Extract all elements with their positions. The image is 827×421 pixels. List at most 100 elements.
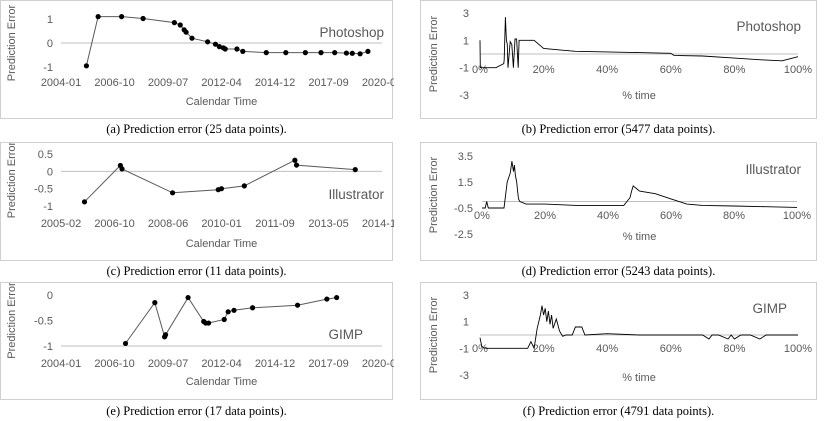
x-tick-label: 80% xyxy=(723,343,745,355)
data-point xyxy=(357,51,363,57)
data-point xyxy=(334,294,340,301)
chart-svg-f: 3 1 -1 -3 0% 20% 40% 60% 80% 100% % time Prediction… xyxy=(428,290,812,384)
data-point xyxy=(302,50,308,56)
x-tick-label: 100% xyxy=(784,343,812,355)
y-axis-label: Prediction Error xyxy=(6,283,18,359)
x-tick-label: 40% xyxy=(597,210,619,222)
data-point xyxy=(216,44,222,50)
data-point xyxy=(332,50,338,56)
y-tick-label: -3 xyxy=(459,90,469,102)
x-tick-label: 2017-09 xyxy=(308,358,348,370)
chart-panel-b: 3 1 -1 -3 0% 20% 40% 60% 80% 100% % time Prediction… xyxy=(420,0,817,119)
data-point xyxy=(177,22,183,28)
chart-svg-a: 1 0 -1 2004-01 2006-10 2009-07 2012-04 2014-12 2… xyxy=(6,4,394,108)
data-point xyxy=(183,29,189,35)
series-line xyxy=(482,161,798,209)
data-point xyxy=(249,305,256,311)
data-point xyxy=(240,48,246,55)
x-tick-label: 40% xyxy=(596,64,618,76)
x-tick-label: 2008-06 xyxy=(148,218,188,230)
x-tick-label: 2011-09 xyxy=(255,218,295,230)
y-tick-label: 3 xyxy=(463,8,469,20)
software-name-label: Illustrator xyxy=(745,162,801,177)
data-point xyxy=(81,199,88,205)
x-tick-label: 2013-05 xyxy=(308,218,348,230)
data-point xyxy=(205,320,212,326)
y-axis-label: Prediction Error xyxy=(428,296,440,373)
software-name-label: GIMP xyxy=(752,301,787,316)
data-point xyxy=(189,35,195,41)
data-point xyxy=(292,157,298,163)
x-tick-label: 2017-09 xyxy=(308,77,348,89)
x-tick-label: 80% xyxy=(723,210,745,222)
y-tick-label: -1 xyxy=(43,201,53,213)
y-tick-label: 1.5 xyxy=(458,177,473,189)
x-tick-label: 20% xyxy=(534,210,556,222)
y-tick-label: -3 xyxy=(459,370,469,382)
data-point xyxy=(119,14,125,20)
data-point xyxy=(318,50,324,56)
data-point xyxy=(205,39,211,45)
x-tick-label: 60% xyxy=(660,64,682,76)
y-tick-label: -1 xyxy=(43,341,53,353)
chart-panel-d: 3.5 1.5 -0.5 -2.5 0% 20% 40% 60% 80% 100% % time Pr… xyxy=(420,142,817,261)
data-point xyxy=(152,300,158,306)
y-axis-label: Prediction Error xyxy=(428,156,440,233)
x-tick-label: 100% xyxy=(783,210,811,222)
y-tick-label: 1 xyxy=(47,14,53,26)
series-line xyxy=(479,17,799,69)
x-tick-label: 60% xyxy=(660,343,682,355)
data-point xyxy=(225,309,231,315)
chart-svg-c: 0.5 0 -0.5 -1 2005-02 2006-10 2008-06 2010-01 20… xyxy=(6,143,394,250)
y-tick-label: 1 xyxy=(463,35,469,47)
series-line xyxy=(85,16,369,66)
data-point xyxy=(140,15,146,22)
chart-panel-e: 0 -0.5 -1 2004-01 2006-10 2009-07 2012-04 2014-… xyxy=(0,282,394,400)
chart-panel-f: 3 1 -1 -3 0% 20% 40% 60% 80% 100% % time Prediction… xyxy=(420,282,817,400)
x-axis-label: % time xyxy=(622,372,656,384)
data-point xyxy=(221,316,227,323)
data-point xyxy=(283,50,289,56)
x-tick-label: 0% xyxy=(472,64,488,76)
x-tick-label: 2012-04 xyxy=(201,358,241,370)
x-tick-label: 2014-12 xyxy=(255,358,295,370)
data-point xyxy=(349,50,355,56)
x-tick-label: 2020-06 xyxy=(362,77,394,89)
y-axis-label: Prediction Error xyxy=(428,15,440,92)
data-point xyxy=(119,166,125,172)
x-tick-label: 2012-04 xyxy=(201,77,241,89)
caption-d: (d) Prediction error (5243 data points). xyxy=(521,264,716,278)
y-tick-label: 0 xyxy=(47,38,53,50)
y-tick-label: 3 xyxy=(463,290,469,302)
x-tick-label: 0% xyxy=(472,343,488,355)
x-tick-label: 2004-01 xyxy=(41,77,81,89)
y-tick-label: -0.5 xyxy=(454,203,473,215)
x-tick-label: 2006-10 xyxy=(94,218,134,230)
x-axis-label: Calendar Time xyxy=(186,376,258,388)
data-point xyxy=(231,307,237,313)
data-point xyxy=(169,190,176,196)
y-tick-label: -0.5 xyxy=(34,184,53,196)
x-tick-label: 2014-12 xyxy=(255,77,295,89)
x-axis-label: % time xyxy=(622,90,656,102)
data-point xyxy=(162,332,169,338)
x-tick-label: 2010-01 xyxy=(201,218,241,230)
caption-b: (b) Prediction error (5477 data points). xyxy=(521,122,716,136)
caption-f: (f) Prediction error (4791 data points). xyxy=(522,404,715,418)
y-axis-label: Prediction Error xyxy=(6,143,18,218)
data-point xyxy=(95,14,101,20)
chart-panel-a: 1 0 -1 2004-01 2006-10 2009-07 2012-04 2014-12 2… xyxy=(0,0,394,119)
data-point xyxy=(263,50,269,56)
y-tick-label: 0 xyxy=(47,290,53,302)
software-name-label: GIMP xyxy=(328,327,363,342)
data-point xyxy=(171,20,177,26)
data-point xyxy=(365,48,371,55)
data-point xyxy=(218,186,225,192)
y-tick-label: 0.5 xyxy=(38,149,53,161)
y-tick-label: -2.5 xyxy=(454,229,473,241)
x-tick-label: 100% xyxy=(784,64,812,76)
data-point xyxy=(212,41,219,47)
x-tick-label: 2006-10 xyxy=(94,77,134,89)
data-point xyxy=(241,183,247,189)
series-line xyxy=(479,305,798,350)
